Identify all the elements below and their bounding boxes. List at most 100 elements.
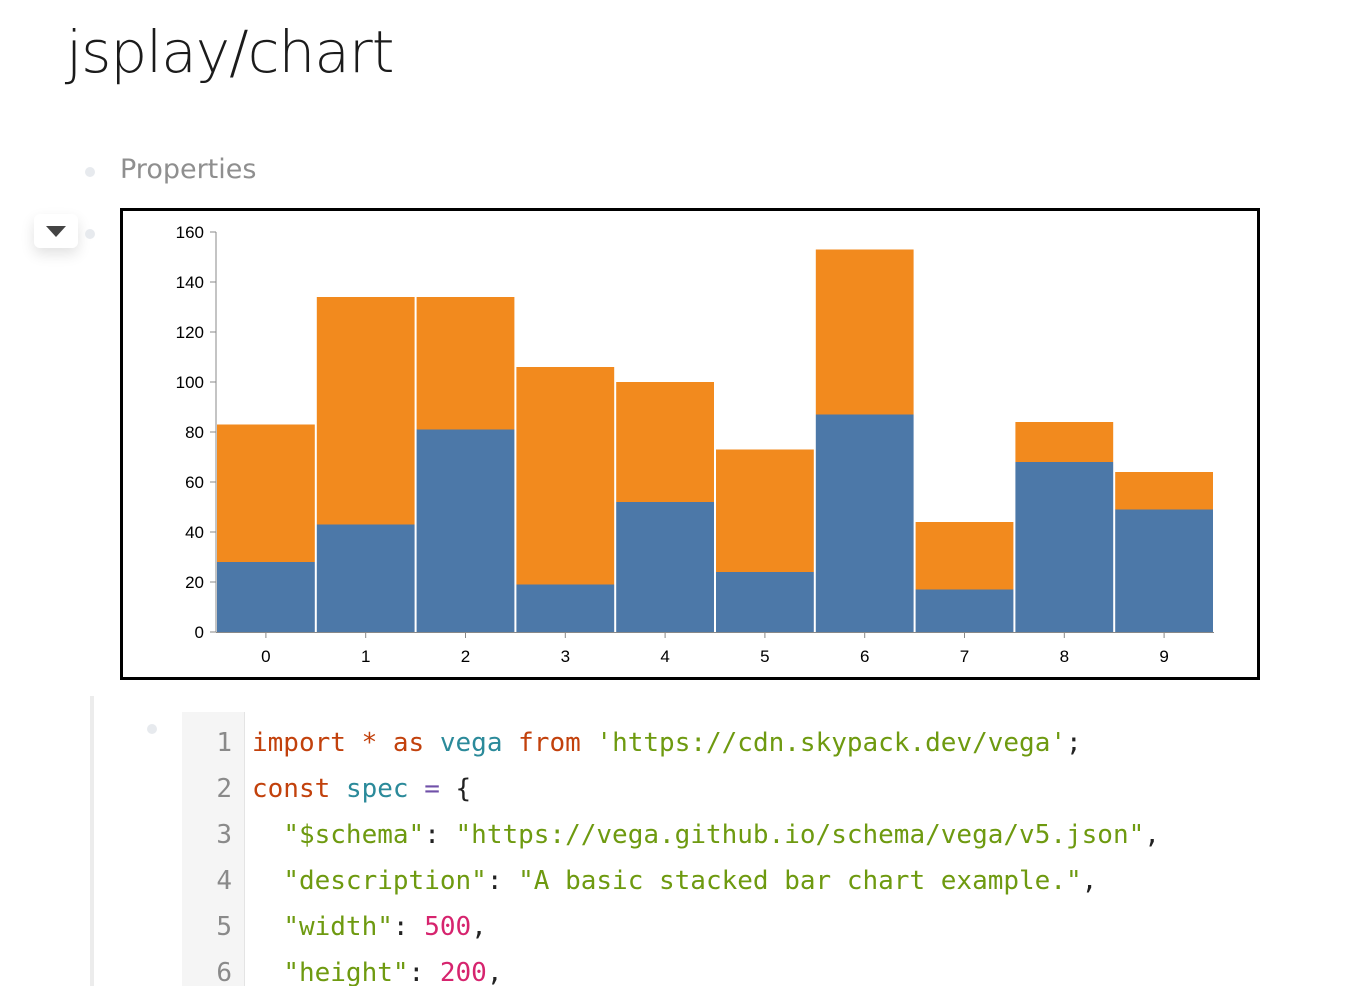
code-token: "$schema" <box>283 820 425 850</box>
code-token: , <box>1081 866 1098 896</box>
code-token <box>252 820 283 850</box>
bar-segment <box>1015 462 1114 632</box>
code-token: * <box>361 728 378 758</box>
code-token <box>252 958 283 986</box>
bar-segment <box>1015 422 1114 462</box>
properties-label[interactable]: Properties <box>120 154 257 185</box>
code-block-bullet[interactable] <box>147 724 157 734</box>
x-tick-label: 3 <box>561 647 570 666</box>
bar-segment <box>716 449 814 572</box>
code-token <box>252 866 283 896</box>
code-token <box>502 728 518 758</box>
chart-output: 0 20 40 60 80 100 120 140 160 0 1 2 3 4 5 6 7 8 9 <box>120 208 1260 680</box>
code-token: "height" <box>283 958 409 986</box>
bar-segment <box>416 429 515 632</box>
line-number: 1 <box>216 728 232 758</box>
y-tick-label: 20 <box>185 573 204 592</box>
code-token: : <box>392 912 425 942</box>
code-token: const <box>252 774 331 804</box>
y-tick-label: 140 <box>176 273 204 292</box>
bar-segment <box>716 572 814 632</box>
x-tick-label: 7 <box>960 647 969 666</box>
bar-segment <box>516 367 615 585</box>
code-token: "A basic stacked bar chart example." <box>518 866 1082 896</box>
bar-segment <box>915 589 1014 632</box>
code-token: ; <box>1066 728 1082 758</box>
code-token: : <box>408 958 440 986</box>
code-token: = <box>424 774 440 804</box>
x-tick-label: 6 <box>860 647 869 666</box>
line-number: 3 <box>216 820 232 850</box>
line-number: 5 <box>216 912 232 942</box>
code-text[interactable]: "$schema": "https://vega.github.io/schem… <box>252 812 1160 858</box>
code-token: vega <box>439 728 503 758</box>
line-number: 6 <box>216 958 232 986</box>
y-tick-label: 0 <box>195 623 204 642</box>
x-tick-label: 1 <box>361 647 370 666</box>
bar-segment <box>915 522 1014 590</box>
bar-segment <box>1115 472 1213 510</box>
x-tick-label: 4 <box>660 647 669 666</box>
y-tick-label: 80 <box>185 423 204 442</box>
chart-block-bullet[interactable] <box>85 229 95 239</box>
bar-segment <box>616 502 714 632</box>
bar-segment <box>316 524 415 632</box>
bar-segment <box>815 414 914 632</box>
code-token: "width" <box>283 912 393 942</box>
x-tick-label: 9 <box>1159 647 1168 666</box>
code-token: 200 <box>439 958 487 986</box>
code-token: "description" <box>283 866 487 896</box>
y-tick-label: 100 <box>176 373 204 392</box>
stacked-bar-chart: 0 20 40 60 80 100 120 140 160 0 1 2 3 4 5 6 7 8 9 <box>176 223 1214 666</box>
code-token: import <box>252 728 346 758</box>
y-tick-label: 60 <box>185 473 204 492</box>
code-token <box>330 774 346 804</box>
bar-segment <box>1115 509 1213 632</box>
block-indent-rule <box>90 696 94 986</box>
y-tick-label: 120 <box>176 323 204 342</box>
code-token: 500 <box>424 912 472 942</box>
x-tick-label: 2 <box>461 647 470 666</box>
caret-down-icon <box>46 225 66 237</box>
bar-segment <box>815 249 914 415</box>
code-token: from <box>518 728 581 758</box>
code-text[interactable]: "description": "A basic stacked bar char… <box>252 858 1097 904</box>
line-number: 4 <box>216 866 232 896</box>
collapse-toggle-button[interactable] <box>34 214 78 248</box>
properties-bullet[interactable] <box>85 167 95 177</box>
line-number: 2 <box>216 774 232 804</box>
code-token <box>581 728 597 758</box>
bar-segment <box>516 584 615 632</box>
code-editor[interactable]: 1 import * as vega from 'https://cdn.skyp… <box>182 712 1370 986</box>
x-tick-label: 8 <box>1060 647 1069 666</box>
code-token: "https://vega.github.io/schema/vega/v5.j… <box>455 820 1145 850</box>
page-title: jsplay/chart <box>66 18 394 86</box>
y-tick-label: 160 <box>176 223 204 242</box>
line-number-gutter <box>182 712 245 986</box>
code-text[interactable]: "height": 200, <box>252 950 502 986</box>
bar-segment <box>416 297 515 430</box>
x-tick-label: 5 <box>760 647 769 666</box>
code-token <box>252 912 283 942</box>
code-token <box>346 728 362 758</box>
bar-segment <box>616 382 714 502</box>
code-text[interactable]: import * as vega from 'https://cdn.skypa… <box>252 720 1082 766</box>
code-token <box>377 728 393 758</box>
code-text[interactable]: "width": 500, <box>252 904 487 950</box>
code-token: 'https://cdn.skypack.dev/vega' <box>596 728 1067 758</box>
x-tick-label: 0 <box>261 647 270 666</box>
code-text[interactable]: const spec = { <box>252 766 471 812</box>
code-token: : <box>424 820 456 850</box>
code-token: { <box>439 774 472 804</box>
bar-segment <box>217 562 315 632</box>
code-token <box>409 774 425 804</box>
code-token <box>424 728 440 758</box>
code-token: , <box>1144 820 1160 850</box>
y-tick-label: 40 <box>185 523 204 542</box>
bar-segment <box>217 424 315 562</box>
code-token: : <box>486 866 519 896</box>
code-token: spec <box>345 774 409 804</box>
code-token: , <box>486 958 503 986</box>
code-token: , <box>471 912 487 942</box>
bar-segment <box>316 297 415 525</box>
